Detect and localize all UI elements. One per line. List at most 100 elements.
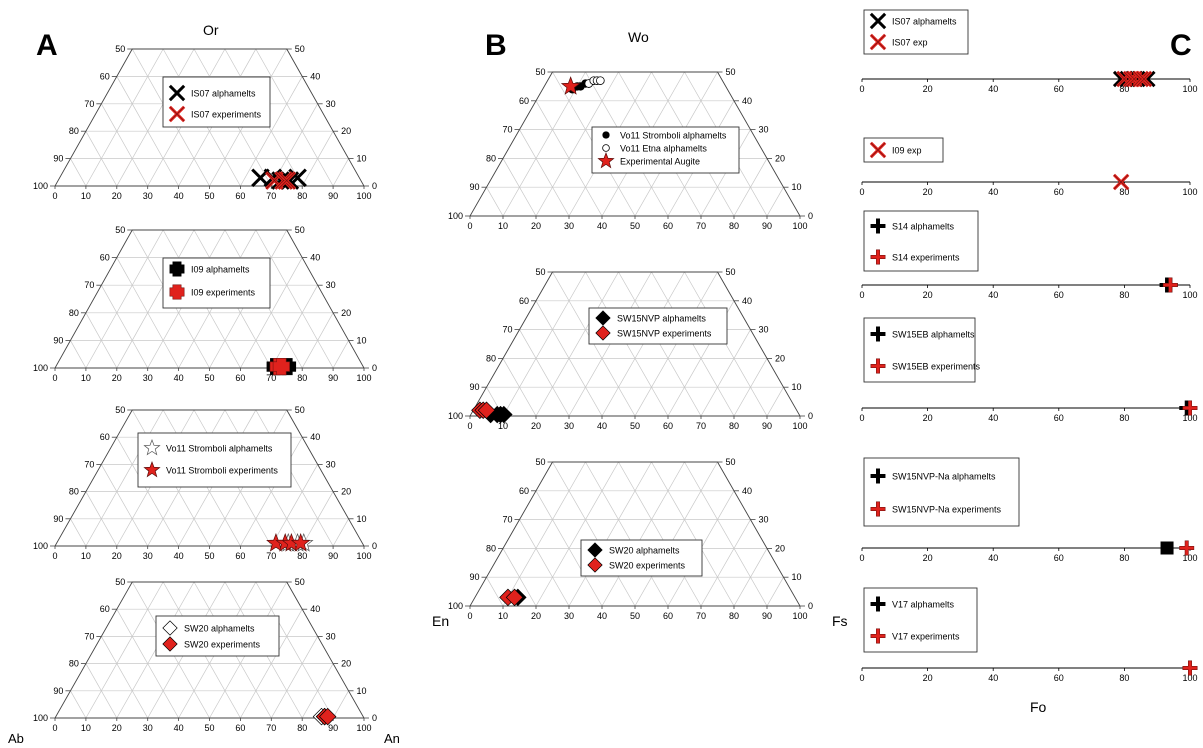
apex-label-ab: Ab — [8, 731, 24, 746]
panelB-plot1-bottom-tick-label: 0 — [467, 221, 472, 231]
panelB-plot3-grid-line — [618, 461, 702, 607]
apex-label-an: An — [384, 731, 400, 746]
panelA-plot3-grid-line — [332, 518, 349, 547]
panelC-strip3-tick-label: 60 — [1054, 290, 1064, 300]
panelB-plot3-bottom-tick-label: 80 — [729, 611, 739, 621]
panelB-plot2-legend-box — [588, 307, 728, 345]
panelB-plot3-grid-line — [733, 548, 768, 607]
panelA-plot4-grid-line — [240, 609, 303, 719]
panelB-plot1-right-tick-label: 10 — [792, 182, 802, 192]
panelC-strip6-tick-label: 0 — [859, 673, 864, 683]
panelB-plot3-left-tick-label: 60 — [519, 486, 529, 496]
panelB-plot2-series0-point — [495, 405, 513, 424]
panelC-strip4-legend-marker — [870, 358, 886, 374]
panelB-plot3-bottom-tick-label: 70 — [696, 611, 706, 621]
panelB-plot2-left-tick-label: 80 — [486, 353, 496, 363]
panelA-plot1-legend-box — [162, 76, 271, 128]
panelB-plot2-left-tick-label: 100 — [448, 411, 463, 421]
panelA-plot3-left-tick-label: 90 — [53, 514, 63, 524]
panelC-strip2-tick-label: 100 — [1182, 187, 1197, 197]
panelA-plot1-legend-marker — [168, 84, 186, 102]
panelA-plot3-bottom-tick-label: 0 — [52, 551, 57, 561]
panelB-plot1-bottom-tick-label: 10 — [498, 221, 508, 231]
panelA-plot1-bottom-tick-label: 50 — [204, 191, 214, 201]
panelB-plot3: 0 10 20 30 40 50 60 70 80 90 100 100 90 80 70 60 50 0 10 20… — [448, 457, 813, 621]
panelB-plot3-left-tick-label: 100 — [448, 601, 463, 611]
panelC-strip4-tick-label: 100 — [1182, 413, 1197, 423]
panelB-plot2-legend-label: SW15NVP alphamelts — [617, 314, 706, 324]
panelA-plot1: 0 10 20 30 40 50 60 70 80 90 100 100 90 80 70 60 50 0 10 20… — [33, 44, 377, 201]
panelA-plot2-left-tick-label: 60 — [100, 253, 110, 263]
panelC-strip4-legend-box — [863, 317, 976, 383]
panelA-plot4-bottom-tick-label: 50 — [204, 723, 214, 733]
panelC-strip4-tick-label: 0 — [859, 413, 864, 423]
panelA-plot2-bottom-tick-label: 30 — [143, 373, 153, 383]
panelA-plot4-bottom-tick-label: 20 — [112, 723, 122, 733]
panelA-plot1-grid-line — [116, 76, 179, 187]
panelB-plot1-left-tick-label: 80 — [486, 153, 496, 163]
panelB-plot1-series1-point — [596, 76, 605, 85]
panelB-plot3-bottom-tick-label: 0 — [467, 611, 472, 621]
panelB-plot1-grid-line — [486, 187, 504, 217]
panelB-plot3-grid-line — [502, 548, 537, 607]
panelB-plot2-bottom-tick-label: 50 — [630, 421, 640, 431]
panelB-plot1-right-tick-label: 50 — [726, 67, 736, 77]
panelB-plot3-grid-line — [585, 461, 669, 607]
panelA-plot3-grid-line — [301, 491, 334, 547]
panelB-plot2-grid-line — [766, 387, 784, 417]
panelA-plot2-grid-line — [116, 229, 195, 369]
panelA-plot1-bottom-tick-label: 30 — [143, 191, 153, 201]
panelA-plot4-legend-marker — [162, 636, 178, 652]
panelC-strip5-legend-marker — [870, 468, 886, 484]
panelC-strip3-series1-point — [1162, 277, 1178, 293]
panelA-plot1-left-tick-label: 60 — [100, 71, 110, 81]
panelC-strip4-tick-label: 80 — [1119, 413, 1129, 423]
panelC-strip4-tick-label: 20 — [923, 413, 933, 423]
panelB-plot1-right-tick-label: 20 — [775, 153, 785, 163]
panelA-plot1-grid-line — [85, 131, 118, 187]
panelB-plot1-bottom-tick-label: 90 — [762, 221, 772, 231]
panelC-strip3-legend-label: S14 alphamelts — [892, 222, 955, 232]
panelA-plot4: 0 10 20 30 40 50 60 70 80 90 100 100 90 80 70 60 50 0 10 20… — [33, 577, 377, 733]
panelC-strip5-tick-label: 100 — [1182, 553, 1197, 563]
panelA-plot4-legend-label: SW20 experiments — [184, 640, 261, 650]
panelB-plot2-right-tick-label: 30 — [759, 325, 769, 335]
panelB-plot1-left-tick-label: 50 — [535, 67, 545, 77]
panelA-plot4-legend-marker — [162, 620, 178, 636]
panelB-plot1-legend-label: Vo11 Stromboli alphamelts — [620, 131, 727, 141]
panelC-strip2-series0-point-edge — [1113, 174, 1129, 190]
panelC-strip6-legend-box — [863, 587, 978, 653]
panelB-plot2-bottom-tick-label: 10 — [498, 421, 508, 431]
panelC-strip5-tick-label: 80 — [1119, 553, 1129, 563]
panelA-plot2-right-tick-label: 20 — [341, 308, 351, 318]
panelB-plot3-right-tick-label: 50 — [726, 457, 736, 467]
panelB-plot2-bottom-tick-label: 90 — [762, 421, 772, 431]
panelA-plot3-bottom-tick-label: 100 — [356, 551, 371, 561]
panelC-strip4-series1-point — [1182, 400, 1198, 416]
panelC-strip1-tick-label: 20 — [923, 84, 933, 94]
panelA-plot1-left-tick-label: 80 — [69, 126, 79, 136]
panelA-plot3-grid-line — [116, 437, 179, 547]
panelB-plot3-left-tick-label: 90 — [469, 572, 479, 582]
panelC-strip3-legend-marker — [870, 249, 886, 265]
panelA-plot3-bottom-tick-label: 90 — [328, 551, 338, 561]
panelA-plot3-right-tick-label: 20 — [341, 487, 351, 497]
panelA-plot2-bottom-tick-label: 100 — [356, 373, 371, 383]
panelC-strip3-tick-label: 40 — [988, 290, 998, 300]
panelC-strip1-tick-label: 40 — [988, 84, 998, 94]
panelA-plot3-right-tick-label: 30 — [326, 459, 336, 469]
panelC-strip2-tick-label: 60 — [1054, 187, 1064, 197]
panelA-plot2-bottom-tick-label: 80 — [297, 373, 307, 383]
panelA-plot3-legend-label: Vo11 Stromboli experiments — [166, 466, 278, 476]
panelB-plot2-legend-marker — [595, 310, 611, 326]
panelA-plot3-bottom-tick-label: 70 — [266, 551, 276, 561]
panelA-plot2-grid-line — [240, 257, 303, 369]
panel-label-b: B — [485, 29, 507, 62]
panelC-strip6-tick-label: 60 — [1054, 673, 1064, 683]
panelA-plot2-grid-line — [116, 257, 179, 369]
panelA-plot4-legend-box — [155, 615, 280, 657]
panelC-strip4-tick-label: 40 — [988, 413, 998, 423]
panelB-plot2-bottom-tick-label: 80 — [729, 421, 739, 431]
panelC-strip2-tick-label: 40 — [988, 187, 998, 197]
